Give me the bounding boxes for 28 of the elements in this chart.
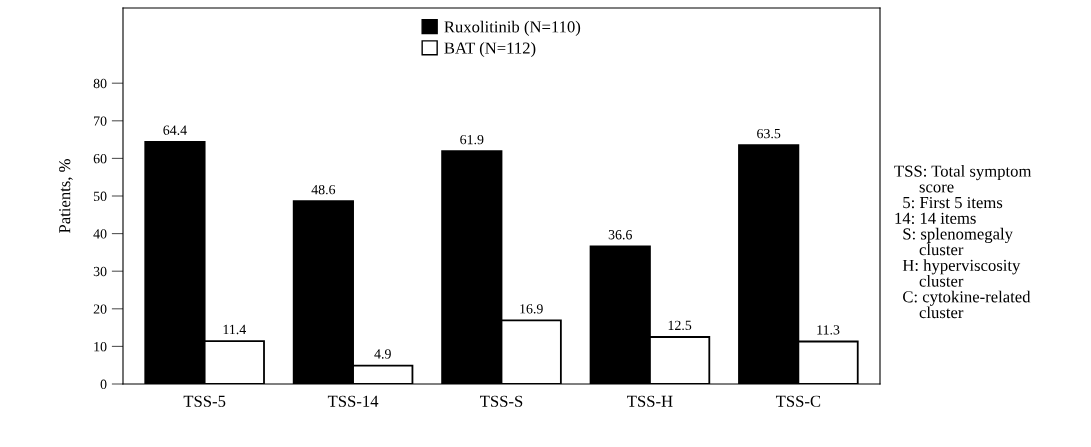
y-tick-label: 60 <box>93 153 107 164</box>
y-tick-label: 30 <box>93 266 107 277</box>
data-label: 48.6 <box>311 184 336 195</box>
data-label: 16.9 <box>520 304 543 314</box>
y-axis-title: Patients, % <box>59 159 73 234</box>
data-label: 64.4 <box>163 125 187 135</box>
x-tick-label: TSS-14 <box>327 395 379 407</box>
legend-label: Ruxolitinib (N=110) <box>444 20 581 36</box>
x-tick-label: TSS-5 <box>183 395 226 407</box>
data-label: 12.5 <box>668 320 692 331</box>
text: TSS: Total symptom score 5: First 5 items 14: 14 items S: splenomegaly cluster H: hyperviscosity cluster C: cytokine-related cluster <box>894 165 1032 319</box>
data-label: 4.9 <box>374 349 391 359</box>
y-tick-label: 80 <box>93 78 107 89</box>
x-tick-label: TSS-C <box>775 395 821 407</box>
data-label: 11.3 <box>817 325 840 335</box>
y-tick-label: 40 <box>93 229 107 239</box>
y-tick-label: 70 <box>94 116 107 126</box>
y-tick-label: 20 <box>93 304 107 314</box>
x-tick-label: TSS-H <box>627 395 673 407</box>
data-label: 11.4 <box>223 324 246 335</box>
y-tick-label: 0 <box>100 379 107 389</box>
y-tick-label: 10 <box>94 341 107 352</box>
x-tick-label: TSS-S <box>480 395 523 407</box>
legend-label: BAT (N=112) <box>444 41 536 58</box>
y-tick-label: 50 <box>93 191 107 201</box>
data-label: 63.5 <box>757 128 781 139</box>
data-label: 61.9 <box>460 134 484 145</box>
data-label: 36.6 <box>608 230 632 240</box>
